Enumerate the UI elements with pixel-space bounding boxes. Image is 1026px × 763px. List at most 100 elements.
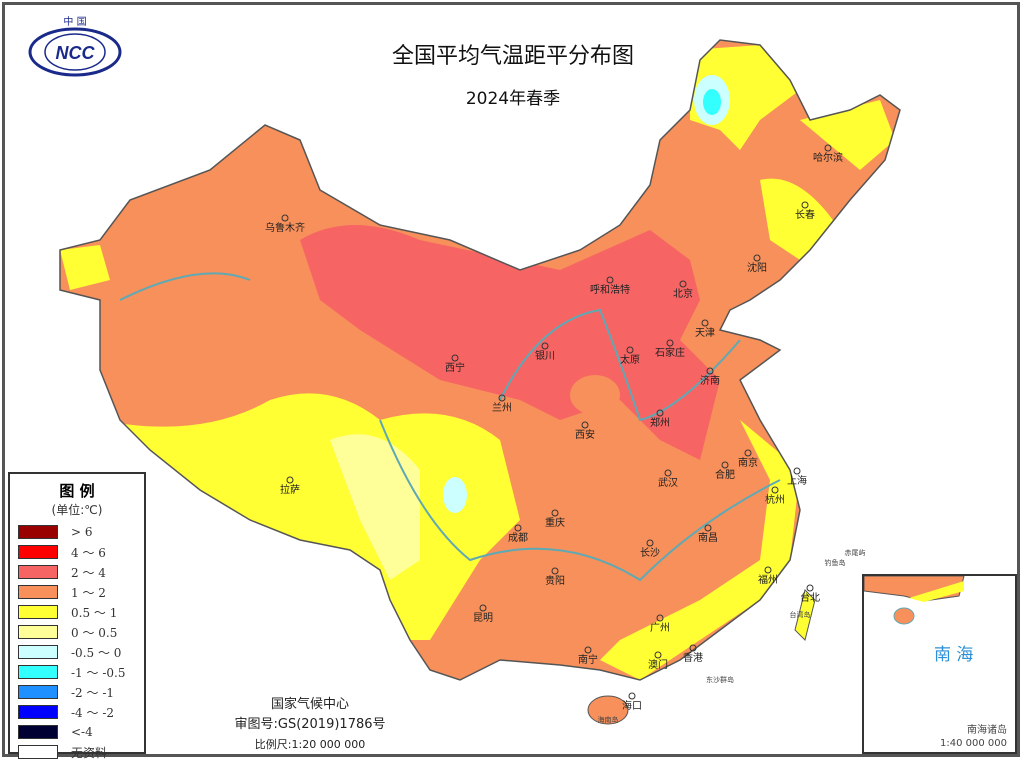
legend-item: 0.5 ～ 1 (10, 602, 144, 622)
ncc-logo: NCC 中 国 (28, 15, 122, 77)
city-label: 海口 (622, 699, 642, 712)
city-label: 拉萨 (280, 483, 300, 496)
city-marker-icon (451, 354, 459, 362)
city-marker-icon (626, 346, 634, 354)
legend-label: 0.5 ～ 1 (71, 605, 118, 620)
city-label: 武汉 (658, 476, 678, 489)
city-marker-icon (793, 467, 801, 475)
city-marker-icon (656, 614, 664, 622)
city-marker-icon (701, 319, 709, 327)
legend-label: 4 ～ 6 (71, 545, 106, 560)
city-label: 天津 (695, 327, 715, 339)
taiwan (794, 589, 816, 641)
legend-swatch (18, 585, 58, 599)
city-label: 哈尔滨 (813, 151, 843, 164)
city-label: 重庆 (545, 516, 565, 529)
legend-label: 2 ～ 4 (71, 565, 106, 580)
legend-item: -0.5 ～ 0 (10, 642, 144, 662)
city-marker-icon (584, 646, 592, 654)
legend-swatch (18, 665, 58, 679)
legend-title: 图 例 (59, 482, 95, 500)
city-label: 济南 (700, 374, 720, 387)
legend-swatch (18, 725, 58, 739)
city-marker-icon (656, 409, 664, 417)
legend-item: -2 ～ -1 (10, 682, 144, 702)
city-marker-icon (606, 276, 614, 284)
legend-swatch (18, 605, 58, 619)
city-label: 香港 (683, 652, 703, 664)
map-subtitle: 2024年春季 (465, 89, 561, 109)
legend-item: 无资料 (10, 742, 144, 762)
legend-label: 0 ～ 0.5 (71, 625, 118, 640)
islands-label: 南海诸岛 (967, 725, 1007, 736)
legend-swatch (18, 685, 58, 699)
city-label: 郑州 (650, 416, 670, 429)
sea-label: 南 海 (934, 645, 974, 665)
city-label: 太原 (620, 353, 640, 366)
city-marker-icon (281, 214, 289, 222)
legend-swatch (18, 545, 58, 559)
city-marker-icon (764, 566, 772, 574)
legend-item: > 6 (10, 522, 144, 542)
legend-label: <-4 (71, 725, 93, 739)
city-label: 广州 (650, 622, 670, 634)
legend-item: -4 ～ -2 (10, 702, 144, 722)
city-label: 台北 (800, 591, 820, 604)
city-label: 南宁 (578, 653, 598, 666)
city-label: 上海 (787, 474, 807, 487)
legend-label: -2 ～ -1 (71, 685, 115, 700)
legend-item: 4 ～ 6 (10, 542, 144, 562)
city-marker-icon (801, 201, 809, 209)
city-marker-icon (704, 524, 712, 532)
city-marker-icon (689, 644, 697, 652)
inset-scale: 1:40 000 000 (940, 738, 1007, 749)
yangtze-river (379, 419, 781, 582)
island-label: 钓鱼岛 (825, 558, 846, 567)
city-marker-icon (551, 567, 559, 575)
island-label: 东沙群岛 (706, 675, 734, 684)
city-label: 南昌 (698, 531, 718, 544)
city-label: 长沙 (640, 547, 660, 559)
legend-swatch (18, 745, 58, 759)
island-label: 台湾岛 (790, 610, 811, 619)
city-marker-icon (541, 342, 549, 350)
city-marker-icon (806, 584, 814, 592)
city-label: 北京 (673, 287, 693, 300)
city-label: 西宁 (445, 361, 465, 374)
city-label: 澳门 (648, 658, 668, 671)
city-label: 西安 (575, 428, 595, 441)
city-marker-icon (581, 421, 589, 429)
legend-item: 2 ～ 4 (10, 562, 144, 582)
city-marker-icon (498, 394, 506, 402)
city-marker-icon (744, 449, 752, 457)
city-label: 合肥 (715, 468, 735, 481)
city-label: 呼和浩特 (590, 284, 630, 296)
legend-item: 1 ～ 2 (10, 582, 144, 602)
city-marker-icon (551, 509, 559, 517)
south-china-sea-inset: 南 海 南海诸岛 1:40 000 000 (862, 574, 1017, 754)
city-label: 贵阳 (545, 574, 565, 587)
legend-swatch (18, 625, 58, 639)
legend-item: 0 ～ 0.5 (10, 622, 144, 642)
legend-swatch (18, 565, 58, 579)
city-label: 福州 (758, 573, 778, 586)
scale: 比例尺:1:20 000 000 (254, 738, 366, 751)
city-marker-icon (646, 539, 654, 547)
island-label: 海南岛 (598, 715, 619, 724)
svg-text:中 国: 中 国 (63, 15, 86, 28)
city-marker-icon (721, 461, 729, 469)
legend-label: 无资料 (71, 745, 108, 760)
legend-label: -0.5 ～ 0 (71, 645, 122, 660)
legend-label: > 6 (71, 525, 93, 539)
legend-label: -1 ～ -0.5 (71, 665, 126, 680)
legend-item: -1 ～ -0.5 (10, 662, 144, 682)
city-label: 杭州 (765, 493, 785, 506)
city-marker-icon (654, 651, 662, 659)
city-label: 沈阳 (747, 261, 767, 274)
city-marker-icon (666, 339, 674, 347)
city-marker-icon (824, 144, 832, 152)
